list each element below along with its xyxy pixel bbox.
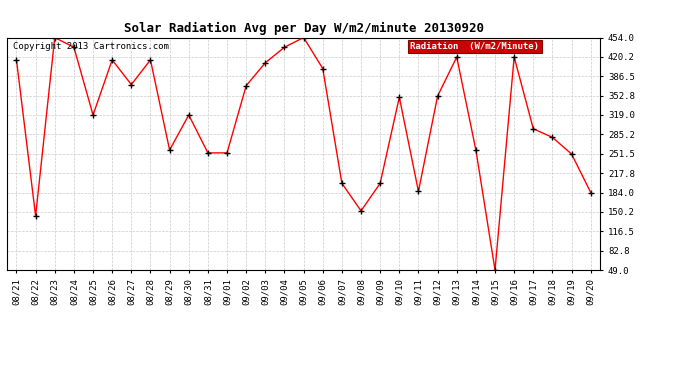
Title: Solar Radiation Avg per Day W/m2/minute 20130920: Solar Radiation Avg per Day W/m2/minute … xyxy=(124,22,484,35)
Text: Copyright 2013 Cartronics.com: Copyright 2013 Cartronics.com xyxy=(13,42,169,51)
Text: Radiation  (W/m2/Minute): Radiation (W/m2/Minute) xyxy=(411,42,540,51)
